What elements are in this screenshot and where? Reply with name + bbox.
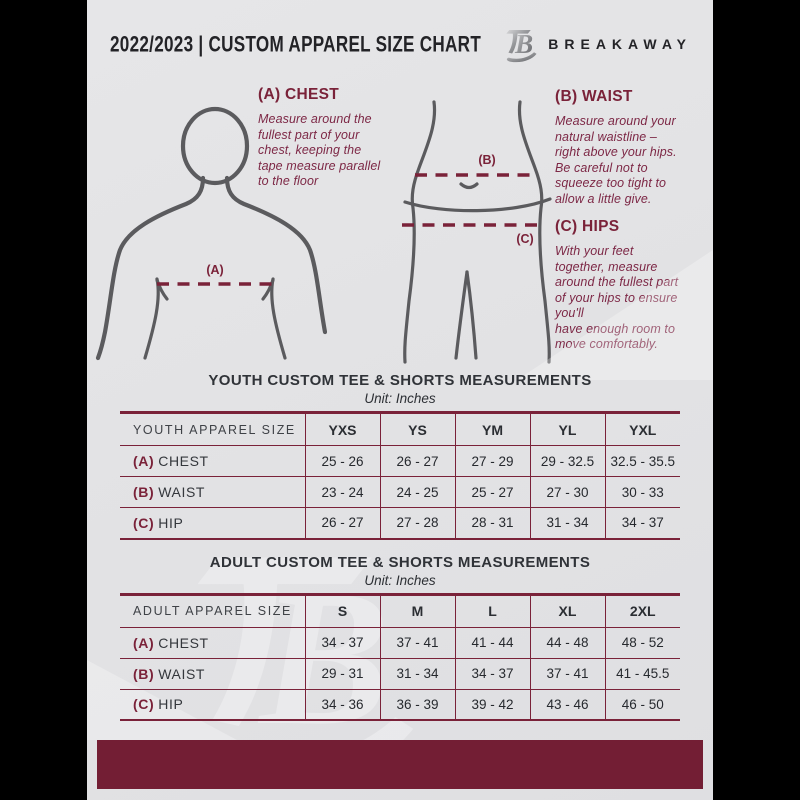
adult-size-table: ADULT APPAREL SIZE S M L XL 2XL (A) CHEST 34 - …	[120, 592, 680, 721]
measurement-cell: 26 - 27	[379, 445, 455, 477]
brand-name: BREAKAWAY	[548, 36, 692, 52]
table-row: (C) HIP 26 - 27 27 - 28 28 - 31 31 - 34 34 - 3…	[120, 507, 680, 539]
measurement-cell: 32.5 - 35.5	[604, 445, 680, 477]
youth-table-unit: Unit: Inches	[364, 391, 436, 406]
brand: B BREAKAWAY	[501, 25, 692, 63]
youth-table-header-row: YOUTH APPAREL SIZE YXS YS YM YL YXL	[120, 412, 680, 446]
hips-guide-text: With your feet together, measure around …	[555, 244, 679, 351]
size-header: YXS	[304, 412, 380, 446]
measurement-cell: 23 - 24	[304, 476, 380, 508]
measurement-cell: 34 - 37	[604, 507, 680, 539]
measurement-cell: 37 - 41	[529, 658, 605, 690]
row-label: (A) CHEST	[120, 445, 305, 477]
measurement-cell: 29 - 32.5	[529, 445, 605, 477]
waist-guide-section: (B) WAIST Measure around your natural wa…	[555, 88, 707, 207]
chest-guide-section: (A) CHEST Measure around the fullest par…	[258, 86, 398, 190]
svg-text:B: B	[514, 29, 533, 59]
table-row: (A) CHEST 34 - 37 37 - 41 41 - 44 44 - 48 48 -…	[120, 627, 680, 659]
size-header: YM	[454, 412, 530, 446]
row-label: (C) HIP	[133, 514, 184, 531]
adult-table-section: ADULT CUSTOM TEE & SHORTS MEASUREMENTS U…	[120, 553, 680, 721]
row-label: (B) WAIST	[120, 658, 305, 690]
measurement-cell: 34 - 36	[304, 689, 380, 720]
measurement-cell: 31 - 34	[529, 507, 605, 539]
adult-table-header-row: ADULT APPAREL SIZE S M L XL 2XL	[120, 594, 680, 628]
youth-table-section: YOUTH CUSTOM TEE & SHORTS MEASUREMENTS U…	[120, 372, 680, 540]
measurement-cell: 41 - 45.5	[604, 658, 680, 690]
row-label: (C) HIP	[133, 696, 184, 713]
size-header: L	[454, 594, 530, 628]
size-header: S	[304, 594, 380, 628]
table-row: (C) HIP 34 - 36 36 - 39 39 - 42 43 - 46 46 - 5…	[120, 689, 680, 720]
measurement-cell: 48 - 52	[604, 627, 680, 659]
chest-guide-title: (A) CHEST	[258, 86, 340, 103]
measurement-cell: 25 - 26	[304, 445, 380, 477]
measurement-cell: 34 - 37	[304, 627, 380, 659]
size-header: M	[379, 594, 455, 628]
breakaway-logo-icon: B	[506, 29, 537, 63]
table-row: (A) CHEST 25 - 26 26 - 27 27 - 29 29 - 32.5 32…	[120, 445, 680, 477]
hips-guide-section: (C) HIPS With your feet together, measur…	[555, 218, 707, 353]
size-header: XL	[529, 594, 605, 628]
size-header: YL	[529, 412, 605, 446]
measurement-cell: 37 - 41	[379, 627, 455, 659]
size-chart-page: 2022/2023 | CUSTOM APPAREL SIZE CHART B …	[87, 0, 713, 800]
measurement-cell: 31 - 34	[379, 658, 455, 690]
measurement-guide: (A) (B) (C) (A) CHEST Measure around the…	[87, 84, 713, 366]
measurement-cell: 27 - 28	[379, 507, 455, 539]
measurement-cell: 26 - 27	[304, 507, 380, 539]
table-row: (B) WAIST 29 - 31 31 - 34 34 - 37 37 - 41 41 -…	[120, 658, 680, 690]
hips-figure: (B) (C)	[402, 100, 552, 364]
waist-line-label: (B)	[478, 153, 495, 167]
row-label: (A) CHEST	[120, 627, 305, 659]
footer-bar	[97, 740, 703, 789]
measurement-cell: 41 - 44	[454, 627, 530, 659]
size-header: 2XL	[604, 594, 680, 628]
measurement-tables: YOUTH CUSTOM TEE & SHORTS MEASUREMENTS U…	[120, 365, 680, 721]
apparel-size-column-header: ADULT APPAREL SIZE	[120, 594, 305, 628]
measurement-cell: 28 - 31	[454, 507, 530, 539]
size-header: YXL	[604, 412, 680, 446]
measurement-cell: 27 - 29	[454, 445, 530, 477]
torso-figure: (A)	[95, 106, 327, 361]
hip-line-label: (C)	[516, 232, 533, 246]
waist-guide-text: Measure around your natural waistline – …	[555, 114, 677, 206]
measurement-cell: 39 - 42	[454, 689, 530, 720]
row-label: (B) WAIST	[120, 476, 305, 508]
measurement-cell: 34 - 37	[454, 658, 530, 690]
measurement-cell: 25 - 27	[454, 476, 530, 508]
measurement-cell: 36 - 39	[379, 689, 455, 720]
youth-table-title: YOUTH CUSTOM TEE & SHORTS MEASUREMENTS	[208, 372, 592, 389]
apparel-size-column-header: YOUTH APPAREL SIZE	[120, 412, 305, 446]
waist-guide-title: (B) WAIST	[555, 88, 633, 105]
measurement-cell: 24 - 25	[379, 476, 455, 508]
adult-table-title: ADULT CUSTOM TEE & SHORTS MEASUREMENTS	[209, 553, 591, 571]
youth-size-table: YOUTH APPAREL SIZE YXS YS YM YL YXL (A) CHEST 2…	[120, 411, 680, 540]
measurement-cell: 29 - 31	[304, 658, 380, 690]
adult-table-unit: Unit: Inches	[364, 572, 436, 588]
measurement-cell: 27 - 30	[529, 476, 605, 508]
page-title: 2022/2023 | CUSTOM APPAREL SIZE CHART	[110, 30, 482, 56]
header: 2022/2023 | CUSTOM APPAREL SIZE CHART B …	[110, 24, 692, 64]
hips-guide-title: (C) HIPS	[555, 218, 620, 235]
size-header: YS	[379, 412, 455, 446]
measurement-cell: 46 - 50	[604, 689, 680, 720]
table-row: (B) WAIST 23 - 24 24 - 25 25 - 27 27 - 30 30 -…	[120, 476, 680, 508]
chest-guide-text: Measure around the fullest part of your …	[258, 112, 381, 188]
measurement-cell: 43 - 46	[529, 689, 605, 720]
measurement-cell: 30 - 33	[604, 476, 680, 508]
chest-line-label: (A)	[206, 263, 223, 277]
measurement-cell: 44 - 48	[529, 627, 605, 659]
